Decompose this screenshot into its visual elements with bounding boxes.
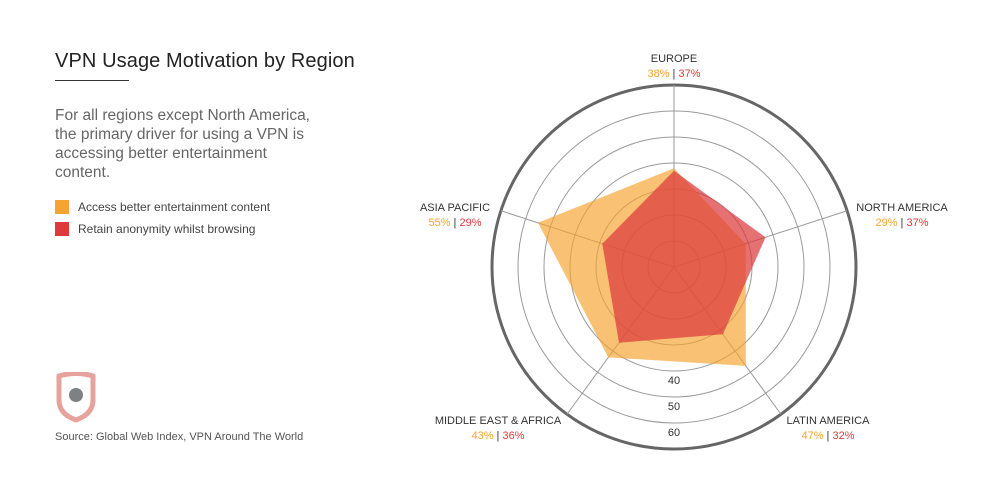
radial-tick-label: 60 <box>668 427 680 439</box>
axis-label: MIDDLE EAST & AFRICA <box>435 415 562 427</box>
axis-label: LATIN AMERICA <box>787 415 871 427</box>
legend-label-anonymity: Retain anonymity whilst browsing <box>78 222 256 236</box>
series-anonymity-area <box>602 170 766 343</box>
axis-value-label: 29% | 37% <box>875 217 928 229</box>
tick-label-bg <box>662 399 686 413</box>
shield-logo-icon <box>56 372 96 423</box>
legend-swatch-anonymity <box>55 222 69 236</box>
radial-tick-label: 40 <box>668 375 680 387</box>
legend-label-entertainment: Access better entertainment content <box>78 200 271 214</box>
axis-label: ASIA PACIFIC <box>420 202 490 214</box>
legend-item-anonymity: Retain anonymity whilst browsing <box>55 218 270 240</box>
legend-item-entertainment: Access better entertainment content <box>55 196 270 218</box>
radial-tick-label: 50 <box>668 401 680 413</box>
source-note: Source: Global Web Index, VPN Around The… <box>55 431 304 443</box>
axis-value-label: 38% | 37% <box>647 68 700 80</box>
axis-label: NORTH AMERICA <box>856 202 948 214</box>
tick-label-bg <box>662 425 686 439</box>
tick-label-bg <box>662 373 686 387</box>
title-underline <box>55 80 129 81</box>
axis-value-label: 43% | 36% <box>471 430 524 442</box>
axis-value-label: 55% | 29% <box>428 217 481 229</box>
legend: Access better entertainment content Reta… <box>55 196 270 240</box>
chart-title: VPN Usage Motivation by Region <box>55 50 355 72</box>
chart-description: For all regions except North America, th… <box>55 107 310 181</box>
legend-swatch-entertainment <box>55 200 69 214</box>
axis-value-label: 47% | 32% <box>801 430 854 442</box>
axis-label: EUROPE <box>651 53 697 65</box>
